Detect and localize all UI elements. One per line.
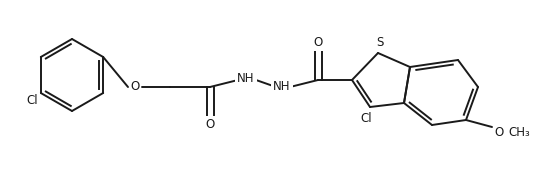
Text: O: O	[130, 80, 140, 93]
Text: NH: NH	[273, 79, 291, 93]
Text: O: O	[313, 37, 323, 50]
Text: O: O	[206, 117, 215, 131]
Text: Cl: Cl	[360, 113, 372, 125]
Text: NH: NH	[237, 72, 255, 86]
Text: O: O	[494, 125, 504, 138]
Text: Cl: Cl	[27, 94, 38, 107]
Text: S: S	[376, 37, 384, 50]
Text: CH₃: CH₃	[508, 125, 530, 138]
